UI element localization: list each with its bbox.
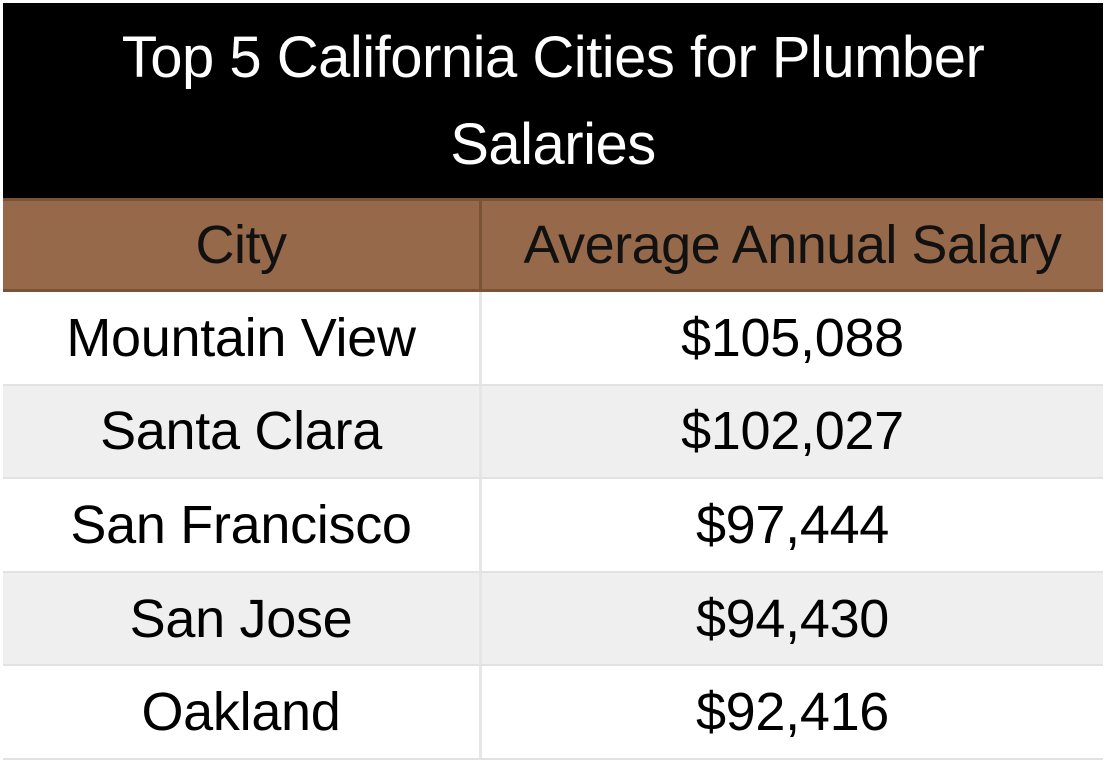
salary-cell: $105,088 [681,307,904,368]
table-row: Santa Clara $102,027 [3,385,1103,480]
city-cell: Oakland [3,666,482,758]
table-title-line-2: Salaries [450,111,656,177]
table-row: Oakland $92,416 [3,666,1103,760]
table-body: Mountain View $105,088 Santa Clara $102,… [3,292,1103,760]
city-cell: Santa Clara [3,385,482,478]
column-header-city: City [3,201,482,289]
table-row: Mountain View $105,088 [3,292,1103,386]
salary-cell: $97,444 [695,494,890,555]
city-cell: San Francisco [3,479,482,571]
city-cell: Mountain View [3,292,482,384]
salary-cell: $102,027 [681,401,904,462]
salary-cell: $92,416 [695,682,890,743]
table-row: San Jose $94,430 [3,572,1103,667]
salary-cell: $94,430 [695,588,890,649]
city-cell: San Jose [3,572,482,665]
table-title-line-1: Top 5 California Cities for Plumber [121,24,985,90]
table-header-row: City Average Annual Salary [3,198,1103,292]
table-row: San Francisco $97,444 [3,479,1103,573]
table-title: Top 5 California Cities for Plumber Sala… [3,3,1103,198]
column-header-salary: Average Annual Salary [523,215,1062,275]
salary-table: Top 5 California Cities for Plumber Sala… [3,3,1103,763]
